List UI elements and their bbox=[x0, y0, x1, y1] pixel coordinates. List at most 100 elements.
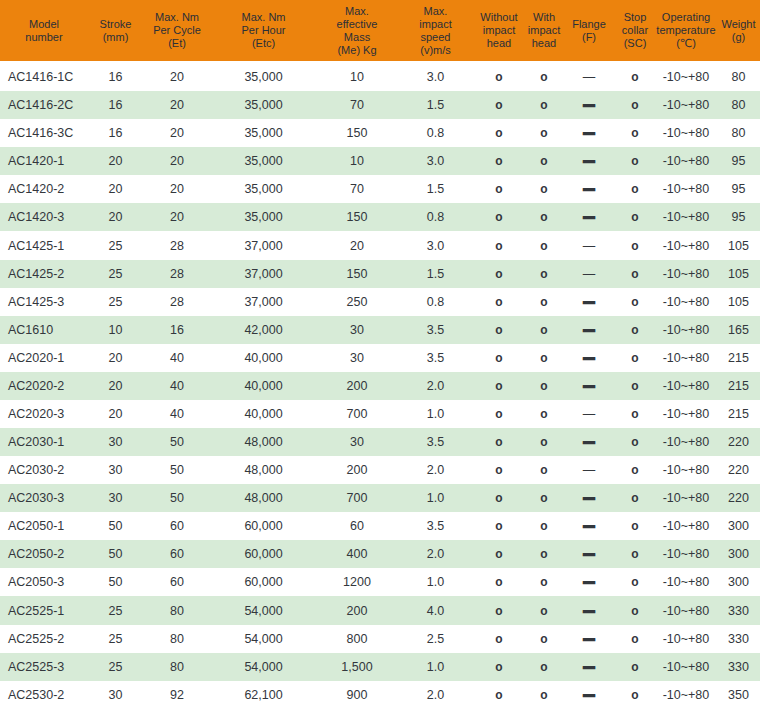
table-row: AC2525-2258054,0008002.5oo—o-10~+80330 bbox=[0, 625, 760, 653]
cell-et: 28 bbox=[143, 288, 211, 316]
cell-temp: -10~+80 bbox=[655, 203, 717, 231]
table-row: AC2020-1204040,000303.5oo—o-10~+80215 bbox=[0, 344, 760, 372]
cell-model: AC1416-2C bbox=[0, 91, 88, 119]
cell-v: 2.0 bbox=[398, 456, 473, 484]
cell-et: 92 bbox=[143, 681, 211, 709]
cell-stroke: 30 bbox=[88, 484, 143, 512]
cell-sc: o bbox=[615, 456, 655, 484]
cell-without: o bbox=[473, 568, 525, 596]
cell-etc: 48,000 bbox=[211, 484, 316, 512]
cell-temp: -10~+80 bbox=[655, 400, 717, 428]
cell-etc: 54,000 bbox=[211, 625, 316, 653]
cell-with: o bbox=[525, 596, 563, 624]
cell-me: 10 bbox=[316, 62, 398, 91]
cell-temp: -10~+80 bbox=[655, 372, 717, 400]
col-header-flange: Flange (F) bbox=[563, 0, 615, 62]
cell-et: 20 bbox=[143, 203, 211, 231]
cell-v: 1.5 bbox=[398, 175, 473, 203]
cell-sc: o bbox=[615, 540, 655, 568]
cell-me: 150 bbox=[316, 119, 398, 147]
col-header-temp: Operating temperature (℃) bbox=[655, 0, 717, 62]
cell-v: 1.0 bbox=[398, 400, 473, 428]
cell-v: 3.5 bbox=[398, 344, 473, 372]
cell-with: o bbox=[525, 428, 563, 456]
cell-v: 3.0 bbox=[398, 62, 473, 91]
cell-me: 200 bbox=[316, 596, 398, 624]
cell-v: 3.5 bbox=[398, 316, 473, 344]
cell-etc: 40,000 bbox=[211, 344, 316, 372]
cell-temp: -10~+80 bbox=[655, 288, 717, 316]
cell-sc: o bbox=[615, 231, 655, 259]
cell-temp: -10~+80 bbox=[655, 540, 717, 568]
table-row: AC1420-2202035,000701.5oo—o-10~+8095 bbox=[0, 175, 760, 203]
cell-with: o bbox=[525, 119, 563, 147]
table-row: AC2030-3305048,0007001.0oo—o-10~+80220 bbox=[0, 484, 760, 512]
cell-weight: 300 bbox=[717, 540, 760, 568]
cell-etc: 40,000 bbox=[211, 400, 316, 428]
bold-dash-icon: — bbox=[583, 323, 596, 337]
cell-model: AC2030-3 bbox=[0, 484, 88, 512]
cell-stroke: 25 bbox=[88, 625, 143, 653]
cell-flange: — bbox=[563, 653, 615, 681]
cell-et: 50 bbox=[143, 428, 211, 456]
cell-etc: 60,000 bbox=[211, 512, 316, 540]
cell-weight: 350 bbox=[717, 681, 760, 709]
cell-temp: -10~+80 bbox=[655, 260, 717, 288]
cell-flange: — bbox=[563, 260, 615, 288]
cell-flange: — bbox=[563, 203, 615, 231]
table-row: AC1420-3202035,0001500.8oo—o-10~+8095 bbox=[0, 203, 760, 231]
cell-et: 20 bbox=[143, 119, 211, 147]
cell-me: 900 bbox=[316, 681, 398, 709]
cell-with: o bbox=[525, 400, 563, 428]
table-row: AC2030-1305048,000303.5oo—o-10~+80220 bbox=[0, 428, 760, 456]
cell-et: 20 bbox=[143, 62, 211, 91]
cell-sc: o bbox=[615, 316, 655, 344]
cell-temp: -10~+80 bbox=[655, 119, 717, 147]
cell-temp: -10~+80 bbox=[655, 428, 717, 456]
table-row: AC2050-1506060,000603.5oo—o-10~+80300 bbox=[0, 512, 760, 540]
cell-model: AC2050-2 bbox=[0, 540, 88, 568]
cell-me: 10 bbox=[316, 147, 398, 175]
cell-model: AC1416-1C bbox=[0, 62, 88, 91]
bold-dash-icon: — bbox=[583, 379, 596, 393]
cell-stroke: 20 bbox=[88, 147, 143, 175]
cell-with: o bbox=[525, 147, 563, 175]
cell-temp: -10~+80 bbox=[655, 175, 717, 203]
cell-weight: 105 bbox=[717, 260, 760, 288]
cell-temp: -10~+80 bbox=[655, 512, 717, 540]
cell-weight: 215 bbox=[717, 400, 760, 428]
cell-flange: — bbox=[563, 568, 615, 596]
cell-flange: — bbox=[563, 625, 615, 653]
cell-et: 40 bbox=[143, 344, 211, 372]
cell-weight: 220 bbox=[717, 428, 760, 456]
cell-temp: -10~+80 bbox=[655, 344, 717, 372]
cell-me: 200 bbox=[316, 372, 398, 400]
cell-model: AC2050-1 bbox=[0, 512, 88, 540]
cell-me: 700 bbox=[316, 400, 398, 428]
bold-dash-icon: — bbox=[583, 519, 596, 533]
bold-dash-icon: — bbox=[583, 351, 596, 365]
cell-sc: o bbox=[615, 344, 655, 372]
cell-weight: 105 bbox=[717, 288, 760, 316]
col-header-without: Without impact head bbox=[473, 0, 525, 62]
cell-without: o bbox=[473, 119, 525, 147]
cell-with: o bbox=[525, 625, 563, 653]
bold-dash-icon: — bbox=[583, 547, 596, 561]
cell-flange: — bbox=[563, 512, 615, 540]
cell-sc: o bbox=[615, 484, 655, 512]
cell-temp: -10~+80 bbox=[655, 231, 717, 259]
cell-with: o bbox=[525, 288, 563, 316]
cell-stroke: 25 bbox=[88, 288, 143, 316]
cell-stroke: 10 bbox=[88, 316, 143, 344]
cell-stroke: 16 bbox=[88, 62, 143, 91]
cell-weight: 165 bbox=[717, 316, 760, 344]
col-header-v: Max. impact speed (v)m/s bbox=[398, 0, 473, 62]
cell-weight: 330 bbox=[717, 596, 760, 624]
cell-me: 30 bbox=[316, 344, 398, 372]
cell-temp: -10~+80 bbox=[655, 625, 717, 653]
cell-sc: o bbox=[615, 175, 655, 203]
table-row: AC1416-2C162035,000701.5oo—o-10~+8080 bbox=[0, 91, 760, 119]
col-header-with: With impact head bbox=[525, 0, 563, 62]
cell-weight: 215 bbox=[717, 372, 760, 400]
table-row: AC2525-3258054,0001,5001.0oo—o-10~+80330 bbox=[0, 653, 760, 681]
